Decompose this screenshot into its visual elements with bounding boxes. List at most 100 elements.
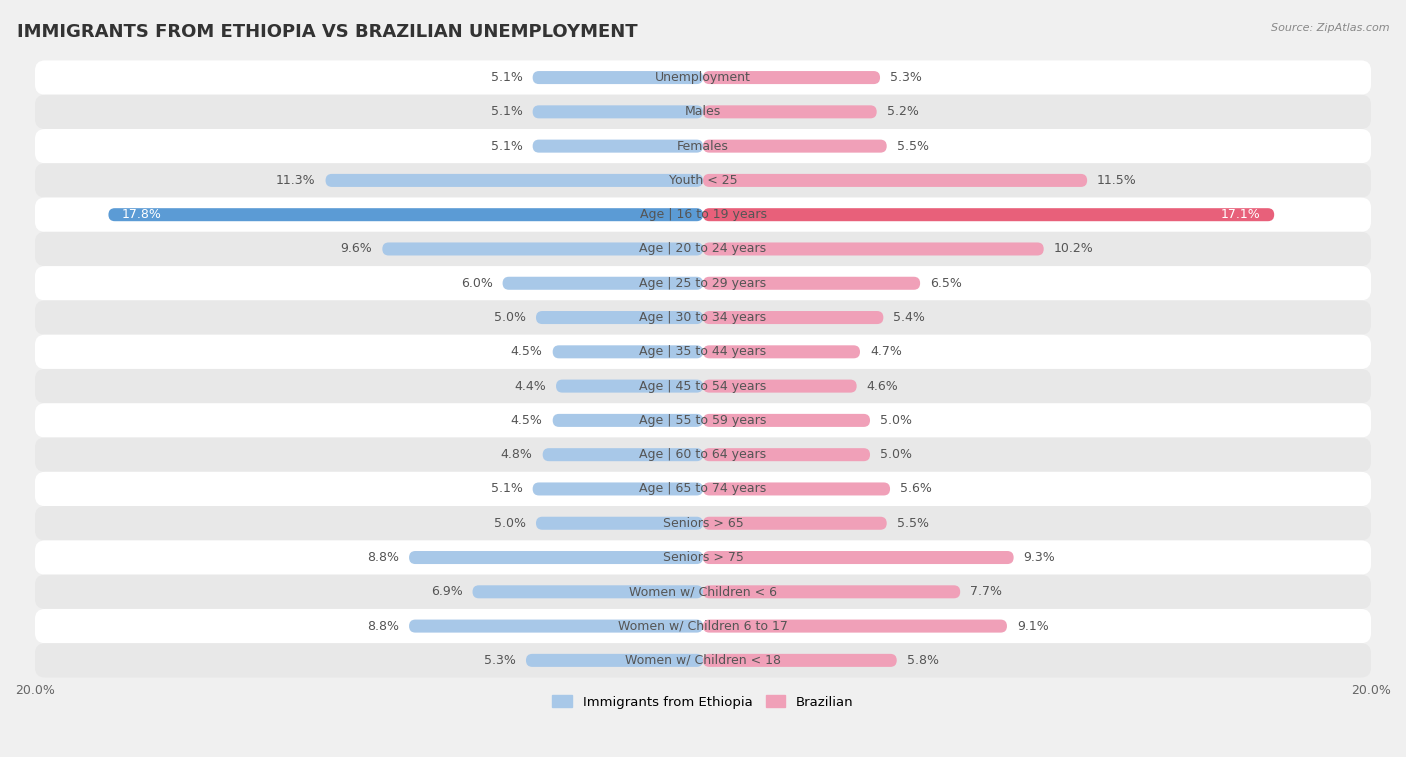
FancyBboxPatch shape: [526, 654, 703, 667]
Text: 4.8%: 4.8%: [501, 448, 533, 461]
FancyBboxPatch shape: [703, 482, 890, 496]
Text: 5.1%: 5.1%: [491, 71, 523, 84]
Text: Age | 60 to 64 years: Age | 60 to 64 years: [640, 448, 766, 461]
FancyBboxPatch shape: [703, 379, 856, 393]
Text: Age | 45 to 54 years: Age | 45 to 54 years: [640, 379, 766, 393]
FancyBboxPatch shape: [35, 232, 1371, 266]
Text: 8.8%: 8.8%: [367, 551, 399, 564]
Text: 10.2%: 10.2%: [1053, 242, 1094, 255]
FancyBboxPatch shape: [35, 438, 1371, 472]
Text: 4.4%: 4.4%: [515, 379, 546, 393]
Text: 4.5%: 4.5%: [510, 414, 543, 427]
Text: 5.8%: 5.8%: [907, 654, 939, 667]
Text: 11.3%: 11.3%: [276, 174, 315, 187]
Text: Age | 25 to 29 years: Age | 25 to 29 years: [640, 277, 766, 290]
FancyBboxPatch shape: [35, 198, 1371, 232]
FancyBboxPatch shape: [703, 71, 880, 84]
FancyBboxPatch shape: [703, 551, 1014, 564]
FancyBboxPatch shape: [553, 345, 703, 358]
Text: 5.3%: 5.3%: [890, 71, 922, 84]
FancyBboxPatch shape: [502, 277, 703, 290]
Text: Source: ZipAtlas.com: Source: ZipAtlas.com: [1271, 23, 1389, 33]
Text: Seniors > 75: Seniors > 75: [662, 551, 744, 564]
FancyBboxPatch shape: [35, 506, 1371, 540]
FancyBboxPatch shape: [35, 129, 1371, 164]
FancyBboxPatch shape: [553, 414, 703, 427]
Text: 9.3%: 9.3%: [1024, 551, 1056, 564]
FancyBboxPatch shape: [326, 174, 703, 187]
Text: 6.0%: 6.0%: [461, 277, 492, 290]
Text: Age | 55 to 59 years: Age | 55 to 59 years: [640, 414, 766, 427]
FancyBboxPatch shape: [35, 266, 1371, 301]
Text: 5.2%: 5.2%: [887, 105, 918, 118]
Text: 9.1%: 9.1%: [1017, 619, 1049, 633]
FancyBboxPatch shape: [409, 551, 703, 564]
Text: Males: Males: [685, 105, 721, 118]
FancyBboxPatch shape: [35, 403, 1371, 438]
Text: 17.8%: 17.8%: [122, 208, 162, 221]
FancyBboxPatch shape: [35, 335, 1371, 369]
FancyBboxPatch shape: [703, 585, 960, 598]
Text: 6.5%: 6.5%: [931, 277, 962, 290]
FancyBboxPatch shape: [533, 71, 703, 84]
FancyBboxPatch shape: [382, 242, 703, 256]
Text: Females: Females: [678, 139, 728, 153]
Text: 5.1%: 5.1%: [491, 482, 523, 496]
Text: 5.4%: 5.4%: [893, 311, 925, 324]
FancyBboxPatch shape: [703, 517, 887, 530]
FancyBboxPatch shape: [35, 61, 1371, 95]
FancyBboxPatch shape: [536, 311, 703, 324]
Text: 4.6%: 4.6%: [866, 379, 898, 393]
Text: IMMIGRANTS FROM ETHIOPIA VS BRAZILIAN UNEMPLOYMENT: IMMIGRANTS FROM ETHIOPIA VS BRAZILIAN UN…: [17, 23, 637, 41]
FancyBboxPatch shape: [108, 208, 703, 221]
FancyBboxPatch shape: [703, 345, 860, 358]
Text: Age | 35 to 44 years: Age | 35 to 44 years: [640, 345, 766, 358]
Text: 9.6%: 9.6%: [340, 242, 373, 255]
FancyBboxPatch shape: [409, 619, 703, 633]
FancyBboxPatch shape: [533, 139, 703, 153]
Text: 4.5%: 4.5%: [510, 345, 543, 358]
Text: 4.7%: 4.7%: [870, 345, 901, 358]
Text: Women w/ Children < 18: Women w/ Children < 18: [626, 654, 780, 667]
Text: 17.1%: 17.1%: [1220, 208, 1261, 221]
FancyBboxPatch shape: [35, 301, 1371, 335]
FancyBboxPatch shape: [703, 105, 877, 118]
Legend: Immigrants from Ethiopia, Brazilian: Immigrants from Ethiopia, Brazilian: [547, 690, 859, 714]
FancyBboxPatch shape: [35, 540, 1371, 575]
FancyBboxPatch shape: [35, 609, 1371, 643]
FancyBboxPatch shape: [703, 139, 887, 153]
Text: Women w/ Children < 6: Women w/ Children < 6: [628, 585, 778, 598]
Text: 5.0%: 5.0%: [494, 311, 526, 324]
FancyBboxPatch shape: [703, 208, 1274, 221]
FancyBboxPatch shape: [35, 575, 1371, 609]
FancyBboxPatch shape: [35, 164, 1371, 198]
FancyBboxPatch shape: [703, 414, 870, 427]
FancyBboxPatch shape: [35, 369, 1371, 403]
FancyBboxPatch shape: [555, 379, 703, 393]
Text: Youth < 25: Youth < 25: [669, 174, 737, 187]
FancyBboxPatch shape: [536, 517, 703, 530]
Text: 5.1%: 5.1%: [491, 139, 523, 153]
FancyBboxPatch shape: [703, 619, 1007, 633]
FancyBboxPatch shape: [703, 448, 870, 461]
Text: 5.0%: 5.0%: [880, 448, 912, 461]
FancyBboxPatch shape: [533, 105, 703, 118]
FancyBboxPatch shape: [533, 482, 703, 496]
Text: 11.5%: 11.5%: [1097, 174, 1137, 187]
Text: 5.0%: 5.0%: [494, 517, 526, 530]
Text: Age | 30 to 34 years: Age | 30 to 34 years: [640, 311, 766, 324]
FancyBboxPatch shape: [543, 448, 703, 461]
Text: 5.5%: 5.5%: [897, 517, 929, 530]
FancyBboxPatch shape: [472, 585, 703, 598]
Text: Age | 20 to 24 years: Age | 20 to 24 years: [640, 242, 766, 255]
FancyBboxPatch shape: [35, 472, 1371, 506]
FancyBboxPatch shape: [703, 174, 1087, 187]
FancyBboxPatch shape: [703, 242, 1043, 256]
FancyBboxPatch shape: [703, 277, 920, 290]
Text: Women w/ Children 6 to 17: Women w/ Children 6 to 17: [619, 619, 787, 633]
Text: Unemployment: Unemployment: [655, 71, 751, 84]
Text: 5.0%: 5.0%: [880, 414, 912, 427]
Text: 5.5%: 5.5%: [897, 139, 929, 153]
Text: Age | 65 to 74 years: Age | 65 to 74 years: [640, 482, 766, 496]
Text: 5.3%: 5.3%: [484, 654, 516, 667]
